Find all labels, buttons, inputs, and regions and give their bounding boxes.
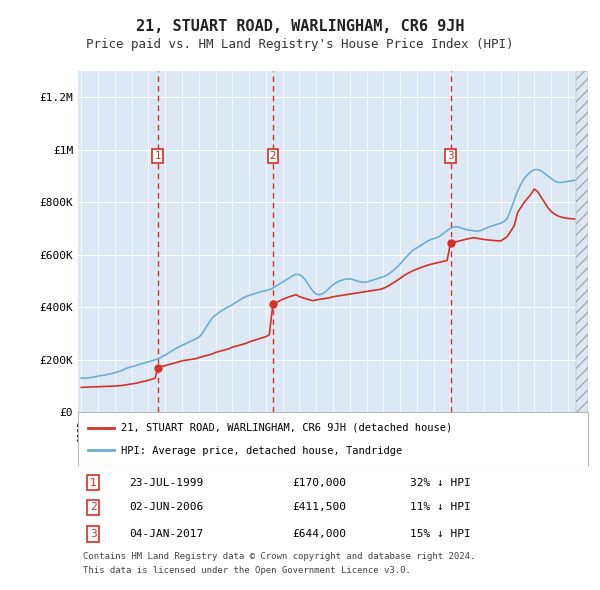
Text: 11% ↓ HPI: 11% ↓ HPI bbox=[409, 503, 470, 513]
Text: £644,000: £644,000 bbox=[292, 529, 346, 539]
Text: 2: 2 bbox=[269, 151, 276, 161]
Text: £170,000: £170,000 bbox=[292, 477, 346, 487]
Text: 21, STUART ROAD, WARLINGHAM, CR6 9JH (detached house): 21, STUART ROAD, WARLINGHAM, CR6 9JH (de… bbox=[121, 422, 452, 432]
Text: Price paid vs. HM Land Registry's House Price Index (HPI): Price paid vs. HM Land Registry's House … bbox=[86, 38, 514, 51]
Text: 02-JUN-2006: 02-JUN-2006 bbox=[129, 503, 203, 513]
Text: Contains HM Land Registry data © Crown copyright and database right 2024.: Contains HM Land Registry data © Crown c… bbox=[83, 552, 475, 560]
Text: £411,500: £411,500 bbox=[292, 503, 346, 513]
Text: This data is licensed under the Open Government Licence v3.0.: This data is licensed under the Open Gov… bbox=[83, 566, 411, 575]
Text: 15% ↓ HPI: 15% ↓ HPI bbox=[409, 529, 470, 539]
Text: 1: 1 bbox=[154, 151, 161, 161]
Text: 23-JUL-1999: 23-JUL-1999 bbox=[129, 477, 203, 487]
Text: 3: 3 bbox=[447, 151, 454, 161]
Text: 3: 3 bbox=[90, 529, 97, 539]
Text: 21, STUART ROAD, WARLINGHAM, CR6 9JH: 21, STUART ROAD, WARLINGHAM, CR6 9JH bbox=[136, 19, 464, 34]
Text: HPI: Average price, detached house, Tandridge: HPI: Average price, detached house, Tand… bbox=[121, 446, 403, 456]
Text: 1: 1 bbox=[90, 477, 97, 487]
Text: 32% ↓ HPI: 32% ↓ HPI bbox=[409, 477, 470, 487]
Text: 2: 2 bbox=[90, 503, 97, 513]
Text: 04-JAN-2017: 04-JAN-2017 bbox=[129, 529, 203, 539]
